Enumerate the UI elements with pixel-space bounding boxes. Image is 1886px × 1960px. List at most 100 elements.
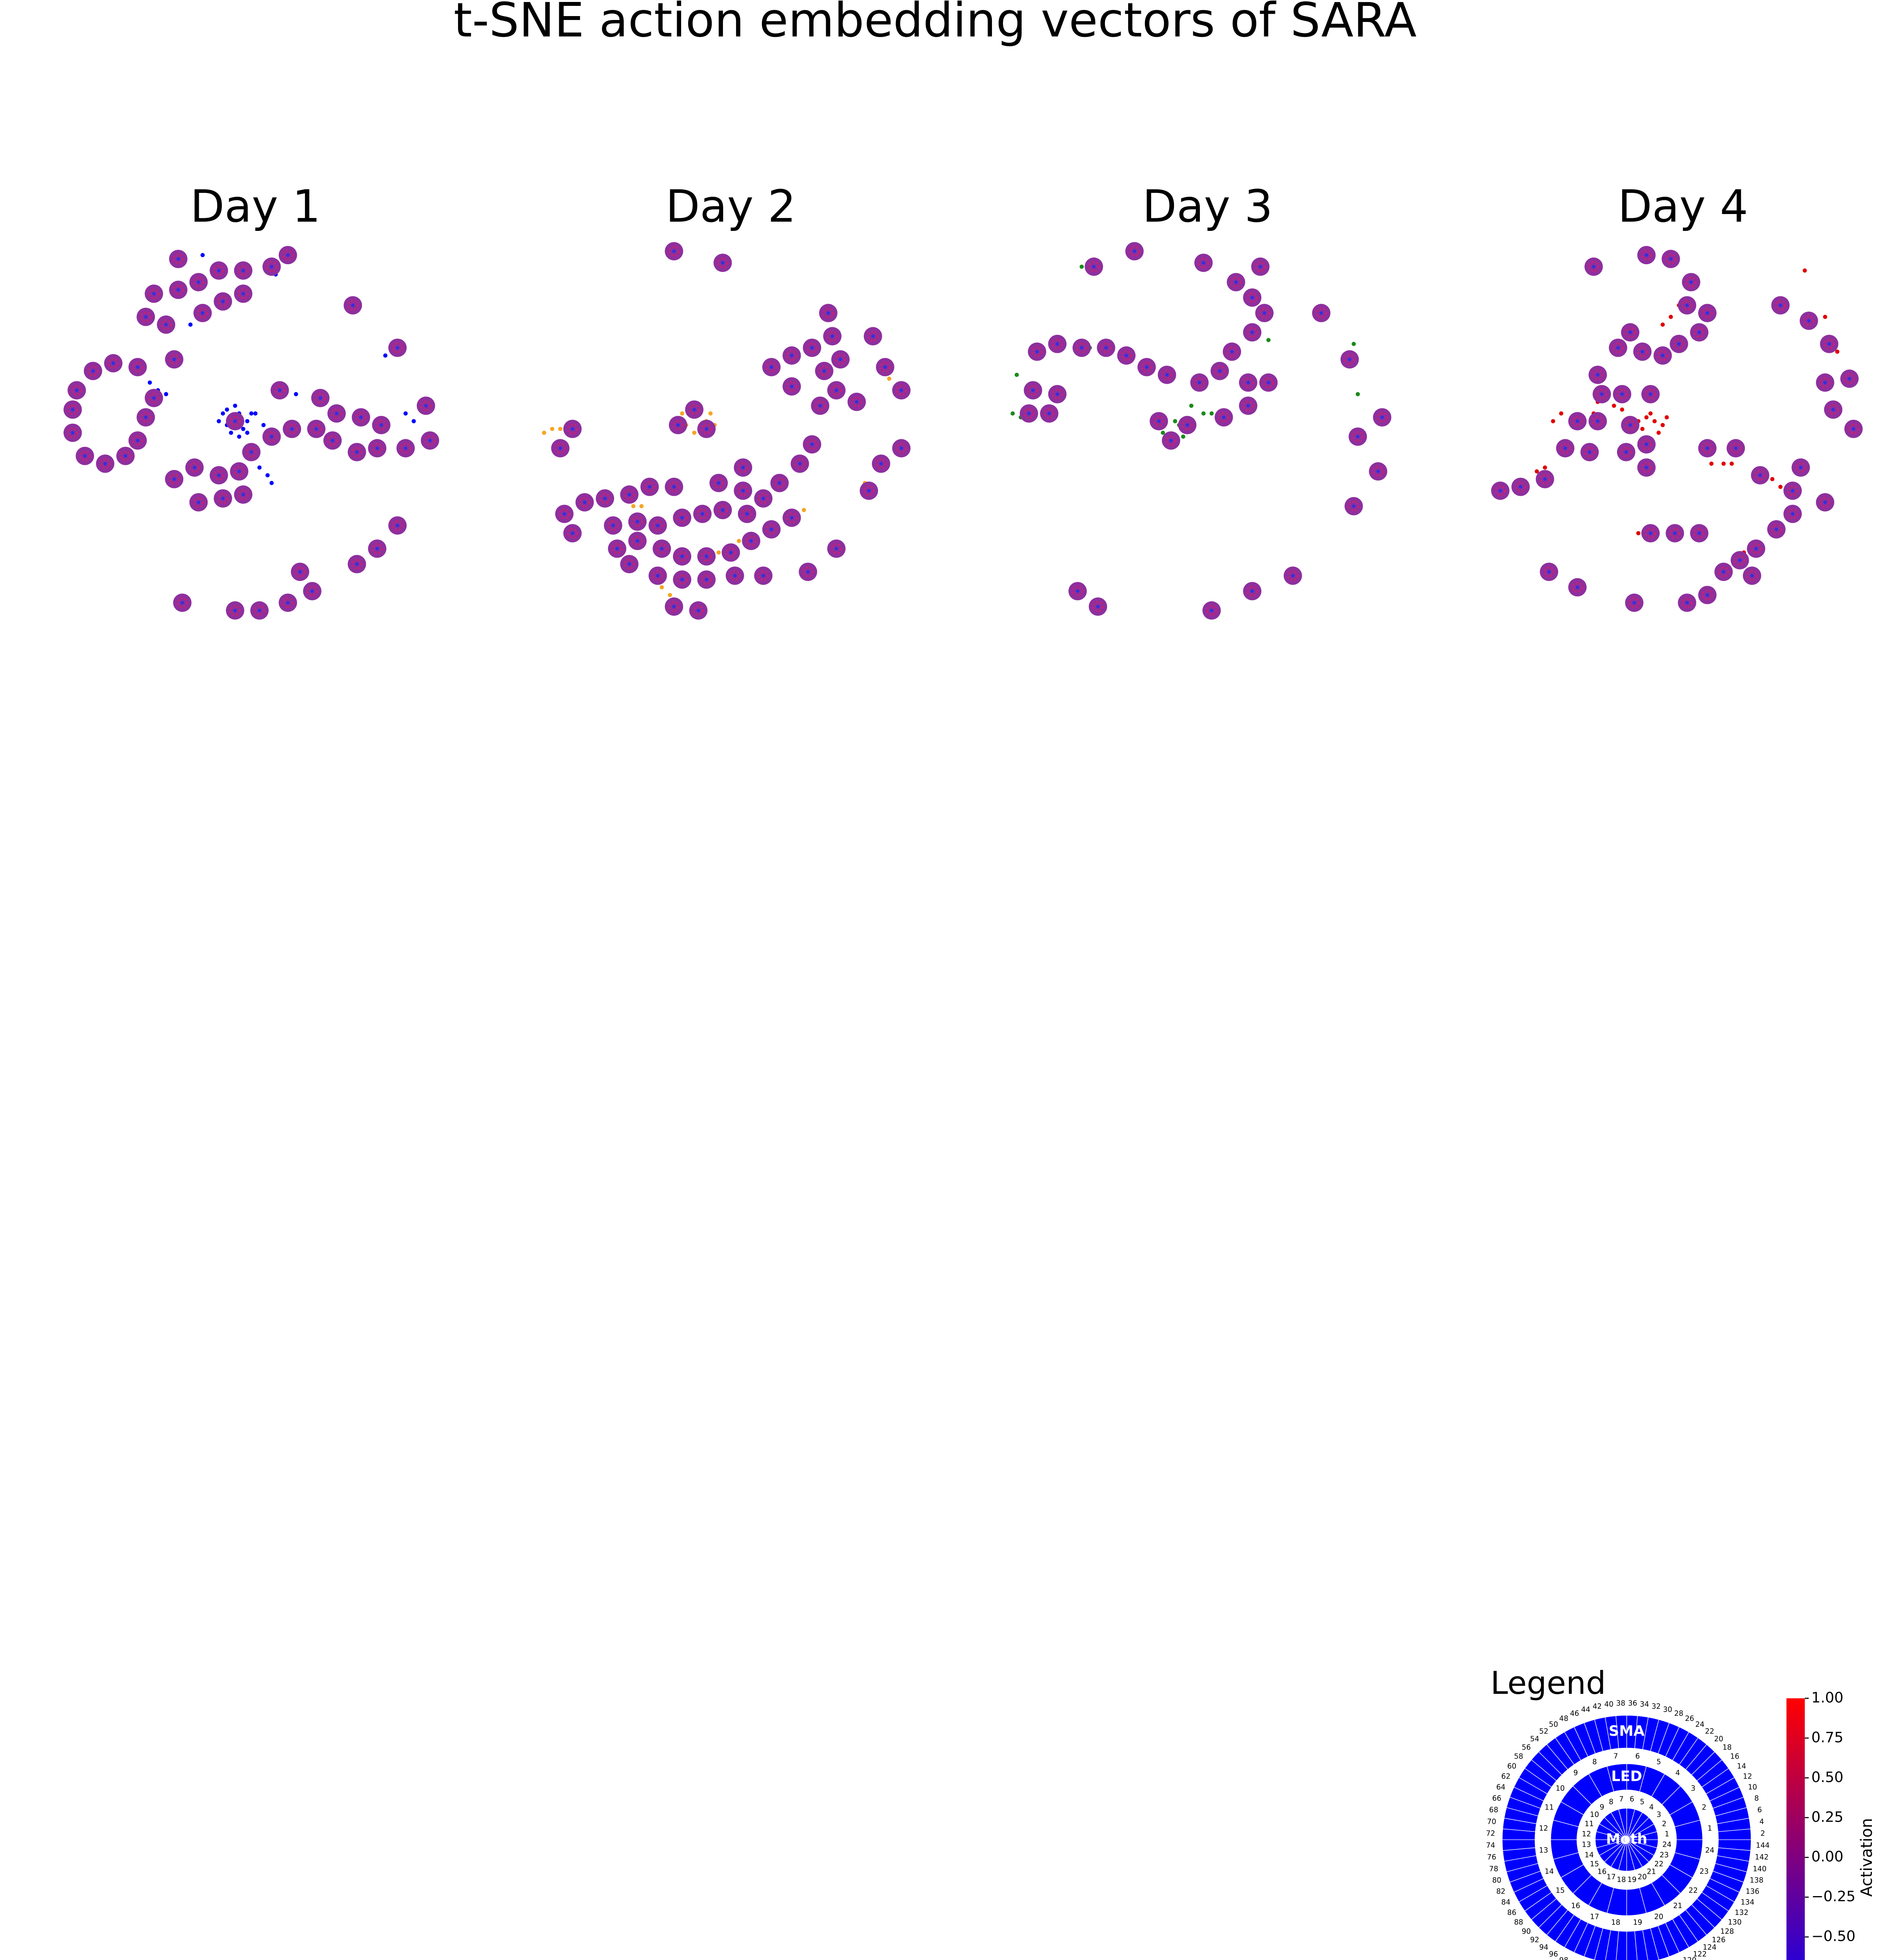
ring-segment — [1717, 1839, 1752, 1851]
glyph-detail — [1246, 586, 1258, 597]
glyph-detail — [1052, 388, 1063, 400]
segment-label: 142 — [1755, 1853, 1769, 1861]
glyph-detail — [238, 489, 249, 500]
glyph-center — [197, 280, 200, 284]
glyph-detail — [656, 543, 667, 554]
glyph-center — [1246, 381, 1250, 385]
glyph-detail — [1734, 555, 1745, 566]
segment-label: 18 — [1722, 1743, 1732, 1751]
segment-label: 14 — [1544, 1867, 1553, 1876]
glyph-detail — [758, 570, 769, 581]
glyph-center — [733, 574, 737, 577]
segment-label: 82 — [1496, 1887, 1505, 1896]
glyph-center — [839, 358, 842, 361]
segment-label: 8 — [1609, 1798, 1613, 1806]
glyph-center — [1356, 435, 1360, 439]
ring-name: LED — [1611, 1768, 1642, 1784]
segment-label: 18 — [1617, 1876, 1626, 1884]
glyph-detail — [213, 470, 224, 481]
glyph-detail — [652, 570, 663, 581]
glyph-detail — [173, 253, 184, 265]
glyph-detail — [1596, 388, 1607, 400]
segment-label: 80 — [1492, 1877, 1501, 1885]
glyph-center — [1851, 427, 1855, 431]
glyph-detail — [1092, 601, 1103, 612]
glyph-center — [1722, 570, 1726, 574]
glyph-detail — [315, 392, 326, 404]
glyph-center — [1628, 330, 1632, 334]
glyph-center — [83, 454, 87, 458]
glyph-detail — [701, 423, 712, 434]
glyph-detail — [1198, 257, 1209, 269]
glyph-detail — [1218, 412, 1229, 423]
dot — [225, 407, 229, 412]
glyph-center — [761, 574, 765, 577]
dot — [269, 481, 274, 485]
glyph-detail — [217, 296, 229, 307]
glyph-detail — [689, 404, 700, 415]
glyph-detail — [238, 288, 249, 299]
glyph-center — [1157, 419, 1161, 423]
segment-label: 134 — [1741, 1898, 1754, 1907]
glyph-center — [1791, 512, 1795, 516]
glyph-center — [310, 589, 314, 593]
glyph-detail — [327, 435, 338, 446]
dot — [245, 430, 249, 435]
glyph-center — [91, 369, 95, 373]
glyph-detail — [851, 396, 862, 407]
glyph-detail — [424, 435, 436, 446]
glyph-detail — [197, 307, 208, 319]
segment-label: 22 — [1689, 1886, 1698, 1895]
glyph-detail — [229, 605, 241, 616]
glyph-center — [834, 388, 838, 392]
glyph-detail — [701, 551, 712, 562]
glyph-detail — [567, 528, 578, 539]
glyph-detail — [1315, 307, 1327, 319]
glyph-detail — [132, 361, 143, 373]
dot — [200, 253, 205, 258]
glyph-center — [1697, 531, 1701, 535]
segment-label: 15 — [1590, 1860, 1599, 1868]
segment-label: 16 — [1730, 1753, 1739, 1761]
glyph-detail — [173, 284, 184, 296]
segment-label: 62 — [1501, 1773, 1510, 1781]
dot — [1709, 461, 1714, 466]
segment-label: 14 — [1737, 1762, 1746, 1770]
glyph-center — [1056, 342, 1059, 346]
dot — [1352, 342, 1356, 346]
glyph-detail — [1645, 388, 1656, 400]
glyph-detail — [717, 257, 728, 269]
segment-label: 6 — [1635, 1752, 1640, 1760]
glyph-center — [676, 423, 680, 427]
dot — [660, 585, 664, 590]
dot — [680, 411, 684, 416]
glyph-detail — [555, 443, 566, 454]
glyph-center — [233, 419, 237, 423]
segment-label: 94 — [1539, 1944, 1548, 1952]
glyph-detail — [672, 419, 683, 431]
glyph-center — [428, 439, 432, 443]
segment-label: 88 — [1514, 1918, 1523, 1927]
glyph-center — [721, 261, 725, 265]
dot — [1778, 485, 1783, 489]
dot — [668, 593, 672, 597]
glyph-detail — [1771, 524, 1782, 535]
glyph-detail — [1641, 439, 1652, 450]
glyph-center — [636, 539, 640, 543]
glyph-detail — [347, 300, 358, 311]
dot — [550, 426, 554, 431]
segment-label: 136 — [1746, 1887, 1759, 1896]
ring-name: Moth — [1606, 1831, 1648, 1847]
dot — [1014, 372, 1019, 377]
segment-label: 38 — [1616, 1699, 1625, 1708]
segment-label: 120 — [1683, 1956, 1697, 1960]
glyph-center — [375, 446, 379, 450]
segment-label: 12 — [1582, 1830, 1591, 1838]
colorbar-tick-label: 1.00 — [1812, 1689, 1844, 1706]
segment-label: 126 — [1712, 1936, 1726, 1944]
glyph-detail — [1287, 570, 1298, 581]
glyph-center — [375, 547, 379, 550]
legend-title: Legend — [1490, 1665, 1606, 1701]
glyph-center — [1649, 531, 1652, 535]
